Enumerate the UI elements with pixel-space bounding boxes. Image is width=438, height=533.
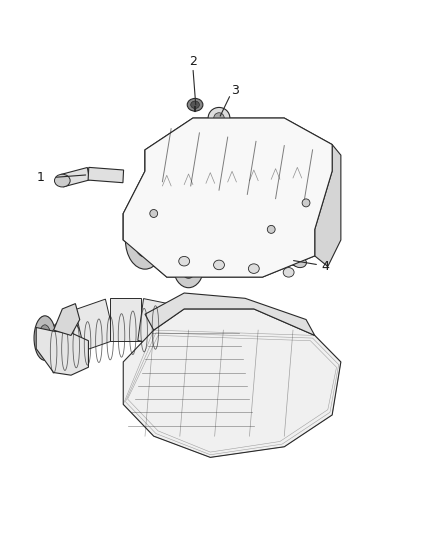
Ellipse shape xyxy=(302,199,310,207)
Ellipse shape xyxy=(173,245,204,288)
Text: 3: 3 xyxy=(231,84,239,97)
Polygon shape xyxy=(123,118,332,277)
Text: 2: 2 xyxy=(189,55,197,68)
Polygon shape xyxy=(75,299,115,351)
Ellipse shape xyxy=(179,256,190,266)
Ellipse shape xyxy=(267,225,275,233)
Ellipse shape xyxy=(248,264,259,273)
Polygon shape xyxy=(138,298,170,346)
Ellipse shape xyxy=(191,101,199,109)
Text: 1: 1 xyxy=(37,171,45,184)
Ellipse shape xyxy=(39,325,51,351)
Ellipse shape xyxy=(283,268,294,277)
Ellipse shape xyxy=(181,255,196,278)
Ellipse shape xyxy=(214,113,224,123)
Polygon shape xyxy=(315,144,341,266)
Ellipse shape xyxy=(187,99,203,111)
Polygon shape xyxy=(44,312,89,369)
Polygon shape xyxy=(248,238,299,266)
Ellipse shape xyxy=(208,108,230,128)
Ellipse shape xyxy=(134,223,156,257)
Ellipse shape xyxy=(54,174,70,187)
Polygon shape xyxy=(36,327,88,375)
Polygon shape xyxy=(123,309,341,457)
Polygon shape xyxy=(61,167,89,187)
Ellipse shape xyxy=(150,209,158,217)
Polygon shape xyxy=(53,304,80,335)
Polygon shape xyxy=(145,118,332,171)
Ellipse shape xyxy=(125,211,165,269)
Polygon shape xyxy=(88,167,124,183)
Polygon shape xyxy=(123,150,167,240)
Ellipse shape xyxy=(214,260,224,270)
Polygon shape xyxy=(110,298,141,341)
Ellipse shape xyxy=(34,316,56,360)
Polygon shape xyxy=(145,293,315,335)
Text: 4: 4 xyxy=(321,260,329,273)
Ellipse shape xyxy=(245,238,258,248)
Polygon shape xyxy=(123,214,315,277)
Ellipse shape xyxy=(293,257,307,268)
